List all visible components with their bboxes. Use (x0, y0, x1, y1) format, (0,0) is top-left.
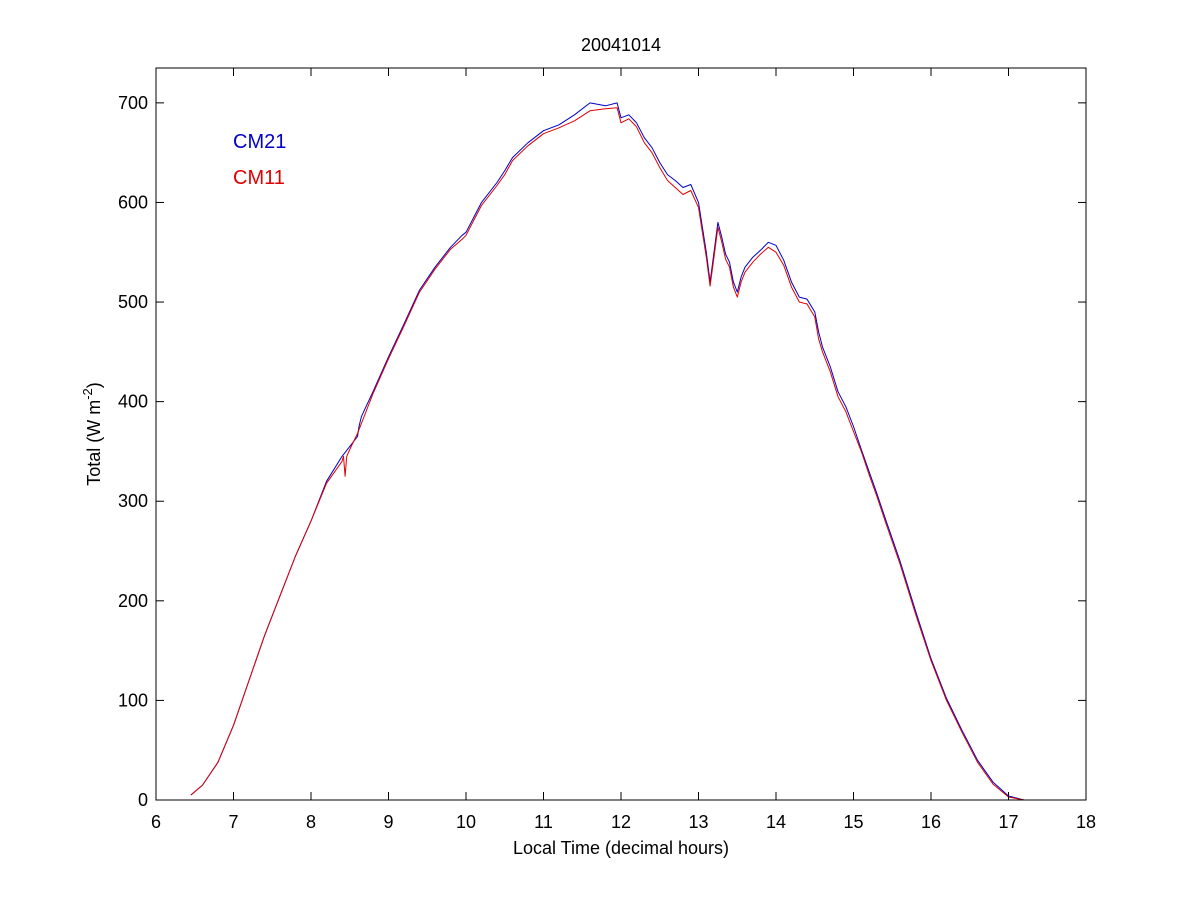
chart-title: 20041014 (581, 35, 661, 55)
y-tick-label: 500 (118, 292, 148, 312)
x-tick-label: 11 (534, 812, 553, 832)
x-tick-label: 18 (1076, 812, 1096, 832)
x-tick-label: 13 (688, 812, 708, 832)
ticks-layer: 6 7 8 9 10 11 12 13 14 15 16 17 18 0 100 200 300 400 500 60… (118, 68, 1096, 832)
x-tick-label: 12 (611, 812, 631, 832)
y-axis-label-superscript: -2 (80, 388, 95, 400)
y-tick-label: 300 (118, 491, 148, 511)
x-tick-label: 9 (383, 812, 393, 832)
x-tick-label: 16 (921, 812, 941, 832)
y-tick-label: 0 (138, 790, 148, 810)
plot-area (156, 68, 1086, 800)
series-layer (190, 102, 1048, 801)
y-axis-label: Total (W m-2) (80, 382, 104, 486)
y-tick-label: 200 (118, 591, 148, 611)
x-tick-label: 10 (456, 812, 476, 832)
axes-box (155, 67, 1087, 801)
x-tick-label: 15 (843, 812, 863, 832)
legend-entry-cm11: CM11 (233, 167, 285, 189)
y-tick-label: 600 (118, 192, 148, 212)
y-axis-label-close: ) (84, 382, 104, 388)
x-tick-label: 8 (306, 812, 316, 832)
x-tick-label: 7 (228, 812, 238, 832)
series-line-cm11 (190, 107, 1048, 801)
y-axis-label-main: Total (W m (84, 400, 104, 486)
x-tick-label: 6 (151, 812, 161, 832)
y-tick-label: 700 (118, 93, 148, 113)
x-tick-label: 14 (766, 812, 786, 832)
y-tick-label: 400 (118, 392, 148, 412)
legend-entry-cm21: CM21 (233, 131, 286, 153)
series-line-cm21 (190, 102, 1048, 801)
x-tick-label: 17 (998, 812, 1018, 832)
y-tick-label: 100 (118, 690, 148, 710)
x-axis-label: Local Time (decimal hours) (513, 838, 729, 858)
